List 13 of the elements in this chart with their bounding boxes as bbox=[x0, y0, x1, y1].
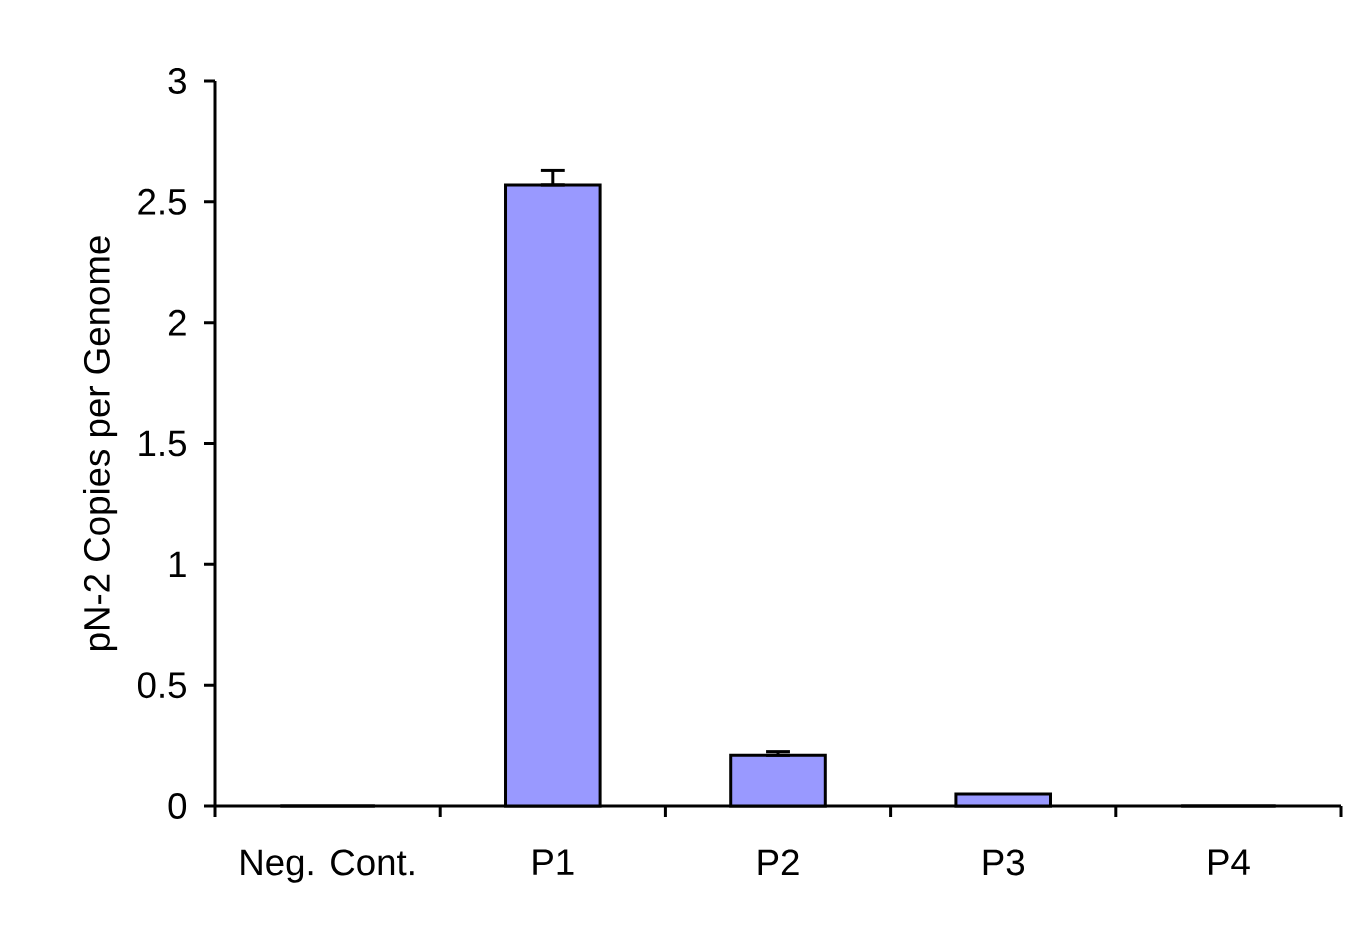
y-tick-label: 1 bbox=[169, 551, 186, 577]
x-tick-label: P1 bbox=[533, 849, 574, 875]
y-tick-label: 0 bbox=[168, 793, 187, 819]
y-tick-label: 1.5 bbox=[139, 430, 186, 457]
x-tick-label: P4 bbox=[1209, 849, 1250, 875]
y-tick-label: 3 bbox=[168, 68, 186, 94]
y-axis-title: pN-2 Copies per Genome bbox=[82, 236, 118, 651]
x-tick-label: P2 bbox=[758, 849, 799, 876]
y-tick-label: 2.5 bbox=[138, 188, 186, 215]
x-tick-label: P3 bbox=[983, 849, 1025, 876]
y-tick-label: 0.5 bbox=[137, 672, 186, 699]
y-tick-label: 2 bbox=[168, 309, 186, 336]
x-tick-label: Neg. Cont. bbox=[241, 849, 414, 883]
